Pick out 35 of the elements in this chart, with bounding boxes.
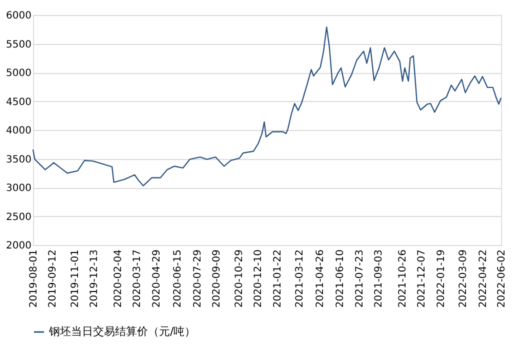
x-tick-label: 2020-06-15 xyxy=(172,250,184,308)
y-tick-label: 4500 xyxy=(6,96,32,108)
x-tick-label: 2019-09-12 xyxy=(47,250,58,308)
x-tick-label: 2021-12-07 xyxy=(416,250,428,308)
x-tick-label: 2020-10-29 xyxy=(234,250,246,308)
x-tick-label: 2020-03-17 xyxy=(132,250,143,308)
y-tick-label: 3000 xyxy=(6,183,32,194)
y-tick-label: 2500 xyxy=(6,212,32,223)
x-tick-label: 2020-07-29 xyxy=(192,250,204,308)
x-tick-label: 2019-08-01 xyxy=(28,250,40,308)
x-tick-label: 2021-06-10 xyxy=(335,250,346,308)
y-tick-label: 3500 xyxy=(6,154,32,166)
x-tick-label: 2021-07-23 xyxy=(354,250,366,308)
x-tick-label: 2021-09-03 xyxy=(374,250,385,308)
y-tick-label: 2000 xyxy=(6,240,32,252)
x-tick-label: 2022-01-19 xyxy=(436,250,447,308)
x-tick-label: 2022-03-09 xyxy=(458,250,470,308)
x-tick-label: 2020-02-04 xyxy=(112,250,124,308)
y-tick-label: 6000 xyxy=(6,10,32,22)
x-tick-label: 2020-09-09 xyxy=(211,250,222,308)
x-tick-label: 2019-12-13 xyxy=(89,250,100,308)
x-tick-label: 2022-06-02 xyxy=(496,250,508,308)
x-tick-label: 2021-03-12 xyxy=(294,250,306,308)
y-tick-label: 4000 xyxy=(6,126,32,136)
x-tick-label: 2021-10-26 xyxy=(398,250,409,308)
x-tick-label: 2020-04-29 xyxy=(151,250,162,308)
x-tick-label: 2019-11-01 xyxy=(70,250,82,308)
legend-label: 钢坯当日交易结算价（元/吨） xyxy=(48,325,196,338)
y-tick-label: 5500 xyxy=(6,39,32,50)
x-tick-label: 2022-04-22 xyxy=(478,250,489,308)
x-tick-label: 2020-12-10 xyxy=(253,250,264,308)
x-tick-label: 2021-01-22 xyxy=(272,250,284,308)
x-tick-label: 2021-04-26 xyxy=(314,250,326,308)
line-series xyxy=(32,26,502,186)
y-tick-label: 5000 xyxy=(6,68,32,79)
